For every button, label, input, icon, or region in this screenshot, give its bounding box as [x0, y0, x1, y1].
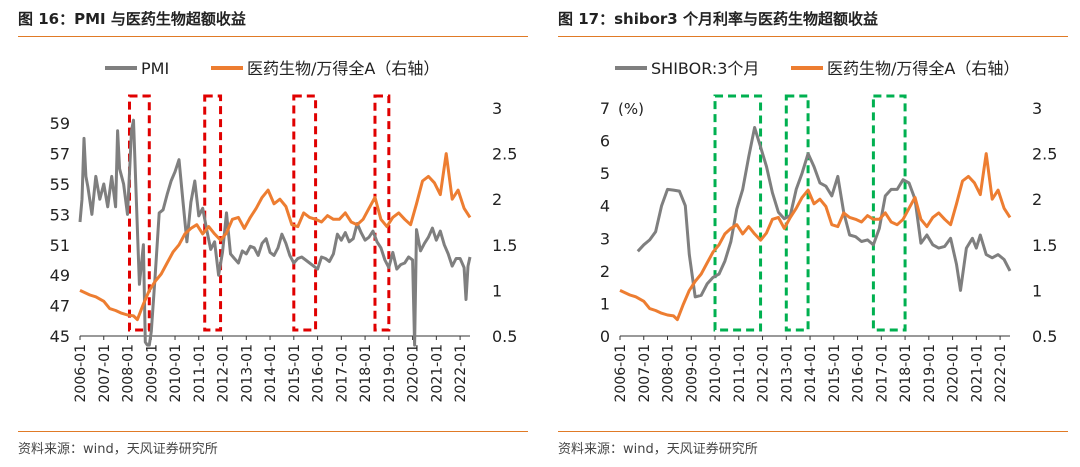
x-axis-tick-label: 2008-01 — [661, 344, 677, 403]
pmi-chart-svg: 45 47 49 51 53 55 57 59 0.5 1 1.5 2 2.5 3 2006-01 2007-… — [50, 59, 518, 403]
left-axis-tick-label: 1 — [600, 294, 610, 313]
x-axis-tick-label: 2007-01 — [97, 344, 113, 403]
source-divider — [18, 431, 528, 432]
right-axis-tick-label: 3 — [1032, 99, 1042, 118]
x-axis-tick-label: 2016-01 — [851, 344, 867, 403]
x-axis-tick-label: 2019-01 — [382, 344, 398, 403]
primary-series-line — [78, 118, 472, 347]
right-axis-tick-label: 1 — [492, 281, 502, 300]
x-axis-tick-label: 2010-01 — [168, 344, 184, 403]
x-axis-tick-label: 2022-01 — [993, 344, 1009, 403]
left-axis-tick-label: 49 — [50, 266, 70, 285]
x-axis-tick-label: 2012-01 — [756, 344, 772, 403]
x-axis-tick-label: 2014-01 — [803, 344, 819, 403]
right-axis-tick-label: 1 — [1032, 281, 1042, 300]
legend-label: PMI — [141, 59, 169, 78]
x-axis-tick-label: 2013-01 — [779, 344, 795, 403]
x-axis-tick-label: 2021-01 — [429, 344, 445, 403]
title-divider — [18, 36, 528, 37]
chart-title: 图 17：shibor3 个月利率与医药生物超额收益 — [558, 10, 878, 28]
highlight-period-box — [871, 94, 907, 332]
right-axis-tick-label: 3 — [492, 99, 502, 118]
x-axis-tick-label: 2006-01 — [613, 344, 629, 403]
x-axis-tick-label: 2020-01 — [406, 344, 422, 403]
x-axis-tick-label: 2020-01 — [946, 344, 962, 403]
highlight-period-box — [127, 94, 151, 332]
right-axis-tick-label: 2.5 — [1032, 145, 1057, 164]
left-axis-tick-label: 6 — [600, 132, 610, 151]
right-axis-tick-label: 2.5 — [492, 145, 517, 164]
x-axis-tick-label: 2015-01 — [287, 344, 303, 403]
right-axis-tick-label: 1.5 — [492, 236, 517, 255]
shibor-chart-svg: 0 1 2 3 4 5 6 7 0.5 1 1.5 2 2.5 3 (%) 2006-01 2007-01 200… — [600, 59, 1058, 403]
legend-label: 医药生物/万得全A（右轴） — [247, 59, 439, 78]
left-axis-tick-label: 2 — [600, 262, 610, 281]
left-axis-tick-label: 5 — [600, 164, 610, 183]
highlight-period-box — [713, 94, 763, 332]
right-axis-tick-label: 2 — [1032, 190, 1042, 209]
chart-title: 图 16：PMI 与医药生物超额收益 — [18, 10, 246, 28]
left-axis-tick-label: 3 — [600, 229, 610, 248]
left-axis-tick-label: 51 — [50, 236, 70, 255]
primary-series-line — [636, 126, 1012, 299]
x-axis-tick-label: 2016-01 — [311, 344, 327, 403]
x-axis-tick-label: 2017-01 — [874, 344, 890, 403]
x-axis-tick-label: 2014-01 — [263, 344, 279, 403]
ratio-series-line — [619, 152, 1012, 322]
x-axis-tick-label: 2018-01 — [358, 344, 374, 403]
x-axis-tick-label: 2018-01 — [898, 344, 914, 403]
x-axis-tick-label: 2022-01 — [453, 344, 469, 403]
left-axis-tick-label: 7 — [600, 99, 610, 118]
title-divider — [558, 36, 1068, 37]
highlight-period-box — [203, 94, 223, 332]
left-axis-tick-label: 47 — [50, 297, 70, 316]
source-note: 资料来源：wind，天风证券研究所 — [18, 442, 218, 457]
right-axis-tick-label: 2 — [492, 190, 502, 209]
x-axis-tick-label: 2019-01 — [922, 344, 938, 403]
left-axis-tick-label: 53 — [50, 205, 70, 224]
x-axis-tick-label: 2017-01 — [334, 344, 350, 403]
x-axis-tick-label: 2013-01 — [239, 344, 255, 403]
x-axis-tick-label: 2007-01 — [637, 344, 653, 403]
x-axis-tick-label: 2010-01 — [708, 344, 724, 403]
highlight-period-box — [373, 94, 391, 332]
highlight-period-box — [292, 94, 318, 332]
left-axis-tick-label: 4 — [600, 197, 610, 216]
x-axis-tick-label: 2015-01 — [827, 344, 843, 403]
chart-panel-pmi: 图 16：PMI 与医药生物超额收益 45 47 49 51 53 55 57 59 0.5 1 1… — [18, 10, 528, 457]
x-axis-tick-label: 2012-01 — [216, 344, 232, 403]
x-axis-tick-label: 2006-01 — [73, 344, 89, 403]
x-axis-tick-label: 2009-01 — [144, 344, 160, 403]
legend-label: 医药生物/万得全A（右轴） — [827, 59, 1019, 78]
chart-panel-shibor: 图 17：shibor3 个月利率与医药生物超额收益 0 1 2 3 4 5 6 7 0.5 1 1… — [540, 0, 1080, 467]
left-axis-tick-label: 45 — [50, 327, 70, 346]
left-axis-tick-label: 57 — [50, 145, 70, 164]
x-axis-tick-label: 2021-01 — [969, 344, 985, 403]
right-axis-tick-label: 1.5 — [1032, 236, 1057, 255]
left-axis-tick-label: 0 — [600, 327, 610, 346]
legend-label: SHIBOR:3个月 — [651, 59, 759, 78]
source-divider — [558, 431, 1068, 432]
x-axis-tick-label: 2008-01 — [121, 344, 137, 403]
x-axis-tick-label: 2011-01 — [732, 344, 748, 403]
left-axis-tick-label: 55 — [50, 175, 70, 194]
ratio-series-line — [79, 152, 472, 322]
x-axis-tick-label: 2011-01 — [192, 344, 208, 403]
highlight-period-box — [784, 94, 810, 332]
source-note: 资料来源：wind，天风证券研究所 — [558, 442, 758, 457]
x-axis-tick-label: 2009-01 — [684, 344, 700, 403]
left-axis-unit-label: (%) — [618, 100, 644, 118]
right-axis-tick-label: 0.5 — [1032, 327, 1057, 346]
left-axis-tick-label: 59 — [50, 114, 70, 133]
right-axis-tick-label: 0.5 — [492, 327, 517, 346]
